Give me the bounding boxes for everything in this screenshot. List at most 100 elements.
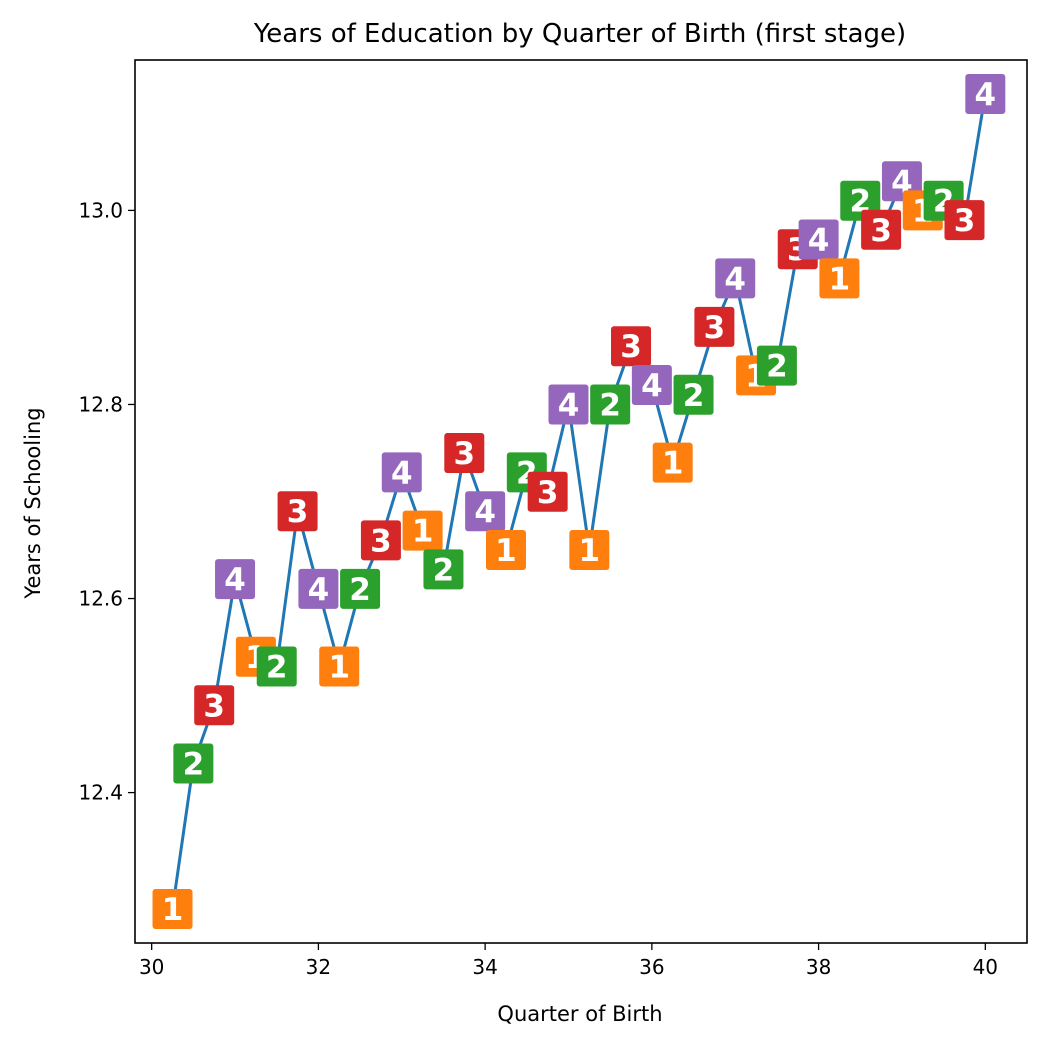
data-point-q2: 2 (423, 549, 464, 590)
data-point-label: 3 (954, 203, 976, 239)
data-point-marker (298, 568, 339, 609)
data-point-marker (194, 685, 235, 726)
x-axis-label: Quarter of Birth (497, 1002, 662, 1026)
data-point-label: 4 (641, 368, 663, 404)
data-point-q3: 3 (277, 491, 318, 532)
data-point-marker (173, 743, 214, 784)
x-tick-label: 32 (306, 955, 331, 979)
data-point-label: 4 (808, 223, 830, 259)
data-point-q4: 4 (798, 219, 839, 260)
data-point-marker (548, 384, 589, 425)
data-point-q3: 3 (694, 306, 735, 347)
data-point-q4: 4 (215, 559, 256, 600)
data-point-marker (756, 345, 797, 386)
x-tick-label: 38 (806, 955, 831, 979)
data-point-label: 4 (474, 494, 496, 530)
series-line (171, 93, 987, 910)
data-point-label: 4 (391, 455, 413, 491)
data-point-label: 3 (870, 213, 892, 249)
data-point-q3: 3 (194, 685, 235, 726)
y-tick-label: 12.8 (78, 392, 123, 416)
data-point-q1: 1 (402, 510, 443, 551)
data-point-q3: 3 (527, 471, 568, 512)
data-point-q1: 1 (819, 258, 860, 299)
data-point-marker (965, 73, 1006, 114)
axes-frame (134, 59, 1028, 944)
x-tick-label: 30 (139, 955, 164, 979)
data-point-label: 2 (183, 746, 205, 782)
data-point-marker (402, 510, 443, 551)
x-tick-label: 36 (639, 955, 664, 979)
data-point-label: 1 (412, 514, 434, 550)
data-point-marker (673, 374, 714, 415)
data-point-label: 3 (704, 310, 726, 346)
data-point-q4: 4 (548, 384, 589, 425)
data-point-marker (444, 432, 485, 473)
data-point-label: 2 (266, 649, 288, 685)
data-point-label: 1 (328, 649, 350, 685)
x-tick-label: 34 (472, 955, 497, 979)
data-point-q2: 2 (756, 345, 797, 386)
data-point-marker (715, 258, 756, 299)
data-point-marker (256, 646, 297, 687)
data-point-marker (569, 530, 610, 571)
data-point-label: 4 (224, 562, 246, 598)
data-point-q4: 4 (631, 365, 672, 406)
data-point-q1: 1 (152, 889, 193, 930)
data-point-label: 4 (308, 572, 330, 608)
data-point-marker (631, 365, 672, 406)
data-point-q4: 4 (465, 491, 506, 532)
data-point-marker (944, 200, 985, 241)
data-point-marker (652, 442, 693, 483)
data-point-label: 4 (558, 387, 580, 423)
data-point-marker (465, 491, 506, 532)
data-point-marker (527, 471, 568, 512)
data-point-label: 2 (766, 349, 788, 385)
data-point-label: 1 (495, 533, 517, 569)
x-tick-label: 40 (973, 955, 998, 979)
data-point-marker (798, 219, 839, 260)
data-point-marker (340, 568, 381, 609)
data-point-marker (215, 559, 256, 600)
data-point-q1: 1 (569, 530, 610, 571)
data-point-q4: 4 (965, 73, 1006, 114)
data-point-q1: 1 (652, 442, 693, 483)
data-point-q2: 2 (590, 384, 631, 425)
data-point-label: 3 (203, 688, 225, 724)
data-point-label: 2 (349, 572, 371, 608)
data-point-label: 1 (829, 261, 851, 297)
data-point-q4: 4 (298, 568, 339, 609)
data-point-marker (277, 491, 318, 532)
data-point-q1: 1 (485, 530, 526, 571)
data-point-q3: 3 (944, 200, 985, 241)
data-point-q3: 3 (444, 432, 485, 473)
data-point-label: 4 (975, 77, 997, 113)
data-point-label: 3 (620, 329, 642, 365)
data-point-label: 3 (370, 523, 392, 559)
data-point-marker (611, 326, 652, 367)
data-point-q2: 2 (173, 743, 214, 784)
data-point-label: 3 (454, 436, 476, 472)
data-point-label: 1 (579, 533, 601, 569)
y-axis-label: Years of Schooling (21, 407, 45, 599)
data-point-marker (360, 520, 401, 561)
y-tick-label: 13.0 (78, 198, 123, 222)
data-point-q4: 4 (381, 452, 422, 493)
data-point-label: 3 (537, 475, 559, 511)
data-point-marker (819, 258, 860, 299)
data-point-label: 1 (662, 446, 684, 482)
y-tick-label: 12.6 (78, 587, 123, 611)
data-point-marker (381, 452, 422, 493)
data-point-marker (319, 646, 360, 687)
data-point-marker (861, 209, 902, 250)
data-point-label: 3 (287, 494, 309, 530)
y-tick-label: 12.4 (78, 781, 123, 805)
data-point-marker (694, 306, 735, 347)
data-point-q2: 2 (256, 646, 297, 687)
data-point-label: 1 (162, 892, 184, 928)
data-point-marker (590, 384, 631, 425)
data-point-q4: 4 (715, 258, 756, 299)
data-point-label: 4 (724, 261, 746, 297)
